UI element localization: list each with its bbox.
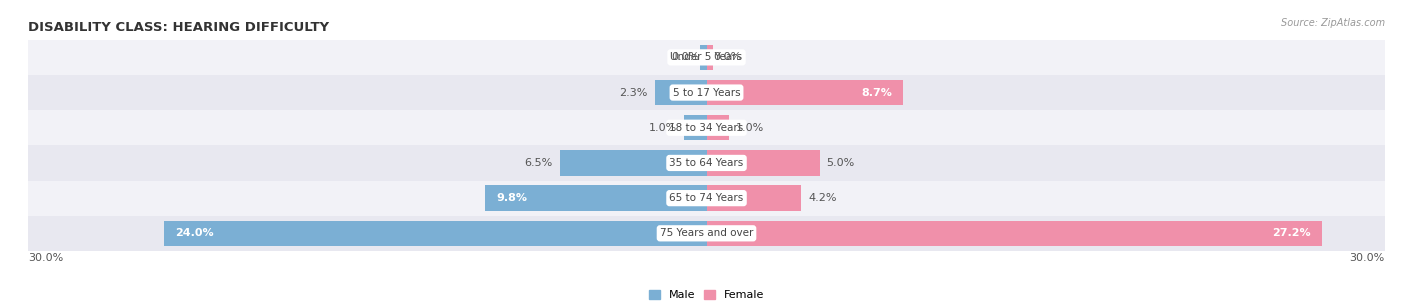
- Text: 0.0%: 0.0%: [713, 52, 741, 62]
- Bar: [700, 45, 707, 70]
- Bar: [165, 221, 707, 246]
- Text: 18 to 34 Years: 18 to 34 Years: [669, 123, 744, 133]
- Text: 75 Years and over: 75 Years and over: [659, 228, 754, 238]
- Text: 30.0%: 30.0%: [1350, 253, 1385, 263]
- Text: 2.3%: 2.3%: [620, 88, 648, 98]
- Bar: [28, 145, 1385, 181]
- Bar: [28, 110, 1385, 145]
- Text: 1.0%: 1.0%: [648, 123, 678, 133]
- Bar: [707, 185, 801, 211]
- Legend: Male, Female: Male, Female: [644, 285, 769, 304]
- Text: 9.8%: 9.8%: [496, 193, 527, 203]
- Text: DISABILITY CLASS: HEARING DIFFICULTY: DISABILITY CLASS: HEARING DIFFICULTY: [28, 21, 329, 35]
- Bar: [707, 45, 713, 70]
- Text: 24.0%: 24.0%: [176, 228, 214, 238]
- Bar: [707, 221, 1322, 246]
- Bar: [707, 80, 903, 105]
- Text: Source: ZipAtlas.com: Source: ZipAtlas.com: [1281, 18, 1385, 28]
- Bar: [28, 216, 1385, 251]
- Bar: [560, 150, 707, 176]
- Text: 6.5%: 6.5%: [524, 158, 553, 168]
- Text: 5 to 17 Years: 5 to 17 Years: [672, 88, 741, 98]
- Text: 65 to 74 Years: 65 to 74 Years: [669, 193, 744, 203]
- Bar: [28, 181, 1385, 216]
- Text: 5.0%: 5.0%: [827, 158, 855, 168]
- Bar: [707, 150, 820, 176]
- Text: 1.0%: 1.0%: [735, 123, 765, 133]
- Text: 8.7%: 8.7%: [860, 88, 891, 98]
- Text: 0.0%: 0.0%: [672, 52, 700, 62]
- Text: 35 to 64 Years: 35 to 64 Years: [669, 158, 744, 168]
- Bar: [28, 75, 1385, 110]
- Text: 30.0%: 30.0%: [28, 253, 63, 263]
- Bar: [485, 185, 707, 211]
- Bar: [655, 80, 707, 105]
- Text: Under 5 Years: Under 5 Years: [671, 52, 742, 62]
- Bar: [28, 40, 1385, 75]
- Bar: [683, 115, 707, 140]
- Text: 4.2%: 4.2%: [808, 193, 837, 203]
- Bar: [707, 115, 730, 140]
- Text: 27.2%: 27.2%: [1271, 228, 1310, 238]
